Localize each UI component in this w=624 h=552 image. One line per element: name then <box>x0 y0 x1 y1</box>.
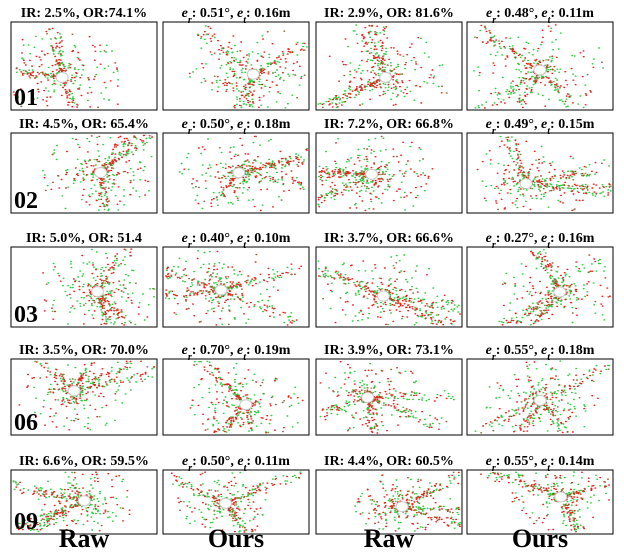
ego-vehicle <box>95 168 107 178</box>
panel-caption: er: 0.27°, et: 0.16m <box>486 231 595 251</box>
ego-vehicle <box>366 169 378 179</box>
ego-vehicle <box>91 287 103 297</box>
sequence-label: 01 <box>14 85 38 111</box>
caption-part: : 0.18m <box>550 343 595 358</box>
column-label: Raw <box>364 524 415 552</box>
point-cloud <box>166 252 302 325</box>
caption-part: : 0.40°, <box>192 231 237 246</box>
caption-part: : 0.15m <box>550 117 595 132</box>
ego-vehicle <box>220 498 232 508</box>
caption-part: : 0.16m <box>550 231 595 246</box>
point-cloud <box>190 365 303 433</box>
figure: IR: 2.5%, OR:74.1% er: 0.51°, et: 0.16m IR… <box>0 0 624 552</box>
point-cloud <box>190 26 307 108</box>
point-cloud <box>477 137 610 210</box>
caption-part: : 0.18m <box>246 117 291 132</box>
panel-caption: er: 0.50°, et: 0.11m <box>182 454 290 474</box>
panel-caption: er: 0.50°, et: 0.18m <box>182 117 291 137</box>
ego-vehicle <box>555 492 567 502</box>
point-cloud <box>323 25 448 107</box>
ego-vehicle <box>215 285 227 295</box>
sequence-label: 09 <box>14 509 38 535</box>
point-cloud <box>322 26 442 107</box>
page: {"rows": [ {"label": "01", "captions": [… <box>0 0 624 552</box>
column-label: Ours <box>512 524 568 552</box>
caption-part: : 0.49°, <box>496 117 541 132</box>
caption-part: : 0.50°, <box>192 454 237 469</box>
panel-caption: IR: 2.5%, OR:74.1% <box>21 6 147 21</box>
panel-frame <box>467 133 613 213</box>
panel-caption: IR: 3.5%, OR: 70.0% <box>19 343 149 358</box>
panel-caption: IR: 7.2%, OR: 66.8% <box>324 117 454 132</box>
caption-part: : 0.50°, <box>192 117 237 132</box>
panel-caption: er: 0.51°, et: 0.16m <box>182 6 291 26</box>
ego-vehicle <box>247 69 259 79</box>
point-cloud <box>483 29 603 100</box>
point-cloud <box>481 472 610 530</box>
point-cloud <box>327 137 424 197</box>
ego-vehicle <box>534 65 546 75</box>
panel-caption: IR: 6.6%, OR: 59.5% <box>19 454 149 469</box>
panel-caption: er: 0.55°, et: 0.18m <box>486 343 595 363</box>
ego-vehicle <box>233 168 245 178</box>
panel-caption: er: 0.49°, et: 0.15m <box>486 117 595 137</box>
sequence-label: 03 <box>14 302 38 328</box>
panel-caption: IR: 4.5%, OR: 65.4% <box>19 117 149 132</box>
caption-part: : 0.48°, <box>496 6 541 21</box>
ego-vehicle <box>554 287 566 297</box>
ego-vehicle <box>56 72 68 82</box>
sequence-label: 06 <box>14 410 38 436</box>
caption-part: : 0.27°, <box>496 231 541 246</box>
caption-part: : 0.10m <box>246 231 291 246</box>
panel-caption: er: 0.40°, et: 0.10m <box>182 231 291 251</box>
caption-part: : 0.55°, <box>496 454 541 469</box>
ego-vehicle <box>78 496 90 506</box>
caption-part: : 0.16m <box>246 6 291 21</box>
caption-part: : 0.14m <box>550 454 595 469</box>
panel-caption: IR: 2.9%, OR: 81.6% <box>324 6 454 21</box>
sequence-label: 02 <box>14 188 38 214</box>
caption-part: : 0.70°, <box>192 343 237 358</box>
ego-vehicle <box>396 502 408 512</box>
point-cloud <box>184 255 293 325</box>
point-cloud <box>173 472 301 532</box>
ego-vehicle <box>520 179 532 189</box>
ego-vehicle <box>362 392 374 402</box>
caption-part: : 0.11m <box>550 6 594 21</box>
column-label: Raw <box>59 524 110 552</box>
panel-frame <box>467 247 613 327</box>
panel-caption: er: 0.48°, et: 0.11m <box>486 6 594 26</box>
ego-vehicle <box>534 395 546 405</box>
panel-caption: IR: 3.7%, OR: 66.6% <box>324 231 454 246</box>
ego-vehicle <box>240 400 252 410</box>
ego-vehicle <box>377 291 389 301</box>
column-label: Ours <box>208 524 264 552</box>
caption-part: : 0.11m <box>246 454 290 469</box>
panel-caption: IR: 5.0%, OR: 51.4 <box>26 231 142 246</box>
point-cloud <box>165 251 294 324</box>
panel-caption: IR: 4.4%, OR: 60.5% <box>324 454 454 469</box>
point-cloud <box>320 364 454 430</box>
caption-part: : 0.19m <box>246 343 291 358</box>
panel-caption: er: 0.55°, et: 0.14m <box>486 454 595 474</box>
caption-part: : 0.55°, <box>496 343 541 358</box>
panel-caption: IR: 3.9%, OR: 73.1% <box>324 343 454 358</box>
caption-part: : 0.51°, <box>192 6 237 21</box>
panel-frame <box>316 247 462 327</box>
ego-vehicle <box>380 72 392 82</box>
point-cloud <box>320 362 447 433</box>
point-cloud <box>34 361 154 429</box>
ego-vehicle <box>68 386 80 396</box>
panel-caption: er: 0.70°, et: 0.19m <box>182 343 291 363</box>
